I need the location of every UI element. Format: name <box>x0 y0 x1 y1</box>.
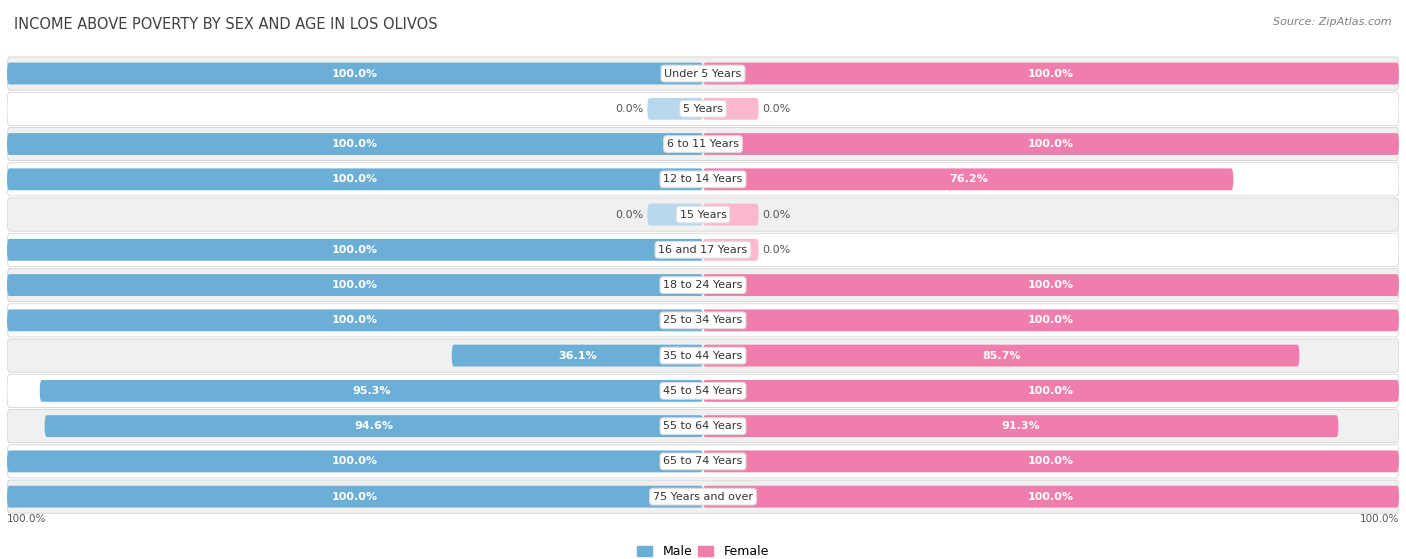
Text: 100.0%: 100.0% <box>332 280 378 290</box>
FancyBboxPatch shape <box>703 98 759 120</box>
Text: 100.0%: 100.0% <box>332 139 378 149</box>
FancyBboxPatch shape <box>7 486 703 508</box>
Text: 75 Years and over: 75 Years and over <box>652 492 754 501</box>
FancyBboxPatch shape <box>703 415 1339 437</box>
Text: 100.0%: 100.0% <box>332 492 378 501</box>
Text: 100.0%: 100.0% <box>332 315 378 325</box>
Text: 0.0%: 0.0% <box>762 245 790 255</box>
FancyBboxPatch shape <box>7 451 703 472</box>
Text: 100.0%: 100.0% <box>1028 456 1074 466</box>
FancyBboxPatch shape <box>39 380 703 402</box>
FancyBboxPatch shape <box>7 239 703 260</box>
Text: 100.0%: 100.0% <box>332 174 378 184</box>
FancyBboxPatch shape <box>7 133 703 155</box>
FancyBboxPatch shape <box>7 310 703 331</box>
Text: 0.0%: 0.0% <box>762 210 790 220</box>
Text: 100.0%: 100.0% <box>1360 514 1399 524</box>
FancyBboxPatch shape <box>703 345 1299 367</box>
FancyBboxPatch shape <box>7 92 1399 125</box>
Text: 6 to 11 Years: 6 to 11 Years <box>666 139 740 149</box>
Text: 12 to 14 Years: 12 to 14 Years <box>664 174 742 184</box>
FancyBboxPatch shape <box>703 310 1399 331</box>
Text: 91.3%: 91.3% <box>1001 421 1040 431</box>
Text: 100.0%: 100.0% <box>332 69 378 78</box>
FancyBboxPatch shape <box>703 63 1399 84</box>
Text: 100.0%: 100.0% <box>1028 69 1074 78</box>
Text: 85.7%: 85.7% <box>981 350 1021 361</box>
Text: 25 to 34 Years: 25 to 34 Years <box>664 315 742 325</box>
Text: 65 to 74 Years: 65 to 74 Years <box>664 456 742 466</box>
FancyBboxPatch shape <box>703 380 1399 402</box>
FancyBboxPatch shape <box>7 63 703 84</box>
FancyBboxPatch shape <box>703 486 1399 508</box>
FancyBboxPatch shape <box>7 168 703 190</box>
FancyBboxPatch shape <box>7 57 1399 90</box>
Text: 16 and 17 Years: 16 and 17 Years <box>658 245 748 255</box>
FancyBboxPatch shape <box>7 127 1399 160</box>
Text: 100.0%: 100.0% <box>7 514 46 524</box>
Text: 94.6%: 94.6% <box>354 421 394 431</box>
FancyBboxPatch shape <box>7 274 703 296</box>
FancyBboxPatch shape <box>647 98 703 120</box>
Text: 100.0%: 100.0% <box>1028 492 1074 501</box>
Text: 45 to 54 Years: 45 to 54 Years <box>664 386 742 396</box>
FancyBboxPatch shape <box>703 203 759 225</box>
FancyBboxPatch shape <box>7 198 1399 231</box>
FancyBboxPatch shape <box>703 239 759 260</box>
Text: 0.0%: 0.0% <box>762 104 790 114</box>
Text: 100.0%: 100.0% <box>1028 315 1074 325</box>
FancyBboxPatch shape <box>7 480 1399 513</box>
FancyBboxPatch shape <box>703 274 1399 296</box>
FancyBboxPatch shape <box>7 304 1399 337</box>
Text: 100.0%: 100.0% <box>1028 139 1074 149</box>
Text: INCOME ABOVE POVERTY BY SEX AND AGE IN LOS OLIVOS: INCOME ABOVE POVERTY BY SEX AND AGE IN L… <box>14 17 437 32</box>
FancyBboxPatch shape <box>7 410 1399 443</box>
Text: 35 to 44 Years: 35 to 44 Years <box>664 350 742 361</box>
Text: 0.0%: 0.0% <box>616 104 644 114</box>
Text: 36.1%: 36.1% <box>558 350 596 361</box>
FancyBboxPatch shape <box>703 133 1399 155</box>
Text: Under 5 Years: Under 5 Years <box>665 69 741 78</box>
FancyBboxPatch shape <box>7 268 1399 302</box>
Text: 55 to 64 Years: 55 to 64 Years <box>664 421 742 431</box>
Text: 100.0%: 100.0% <box>332 245 378 255</box>
FancyBboxPatch shape <box>7 163 1399 196</box>
Legend: Male, Female: Male, Female <box>633 540 773 559</box>
Text: 18 to 24 Years: 18 to 24 Years <box>664 280 742 290</box>
FancyBboxPatch shape <box>703 168 1233 190</box>
Text: 76.2%: 76.2% <box>949 174 987 184</box>
Text: Source: ZipAtlas.com: Source: ZipAtlas.com <box>1274 17 1392 27</box>
FancyBboxPatch shape <box>7 339 1399 372</box>
FancyBboxPatch shape <box>703 451 1399 472</box>
FancyBboxPatch shape <box>7 445 1399 478</box>
Text: 100.0%: 100.0% <box>332 456 378 466</box>
FancyBboxPatch shape <box>45 415 703 437</box>
Text: 100.0%: 100.0% <box>1028 386 1074 396</box>
Text: 5 Years: 5 Years <box>683 104 723 114</box>
Text: 15 Years: 15 Years <box>679 210 727 220</box>
FancyBboxPatch shape <box>647 203 703 225</box>
FancyBboxPatch shape <box>7 233 1399 267</box>
FancyBboxPatch shape <box>451 345 703 367</box>
Text: 95.3%: 95.3% <box>352 386 391 396</box>
Text: 0.0%: 0.0% <box>616 210 644 220</box>
Text: 100.0%: 100.0% <box>1028 280 1074 290</box>
FancyBboxPatch shape <box>7 375 1399 408</box>
